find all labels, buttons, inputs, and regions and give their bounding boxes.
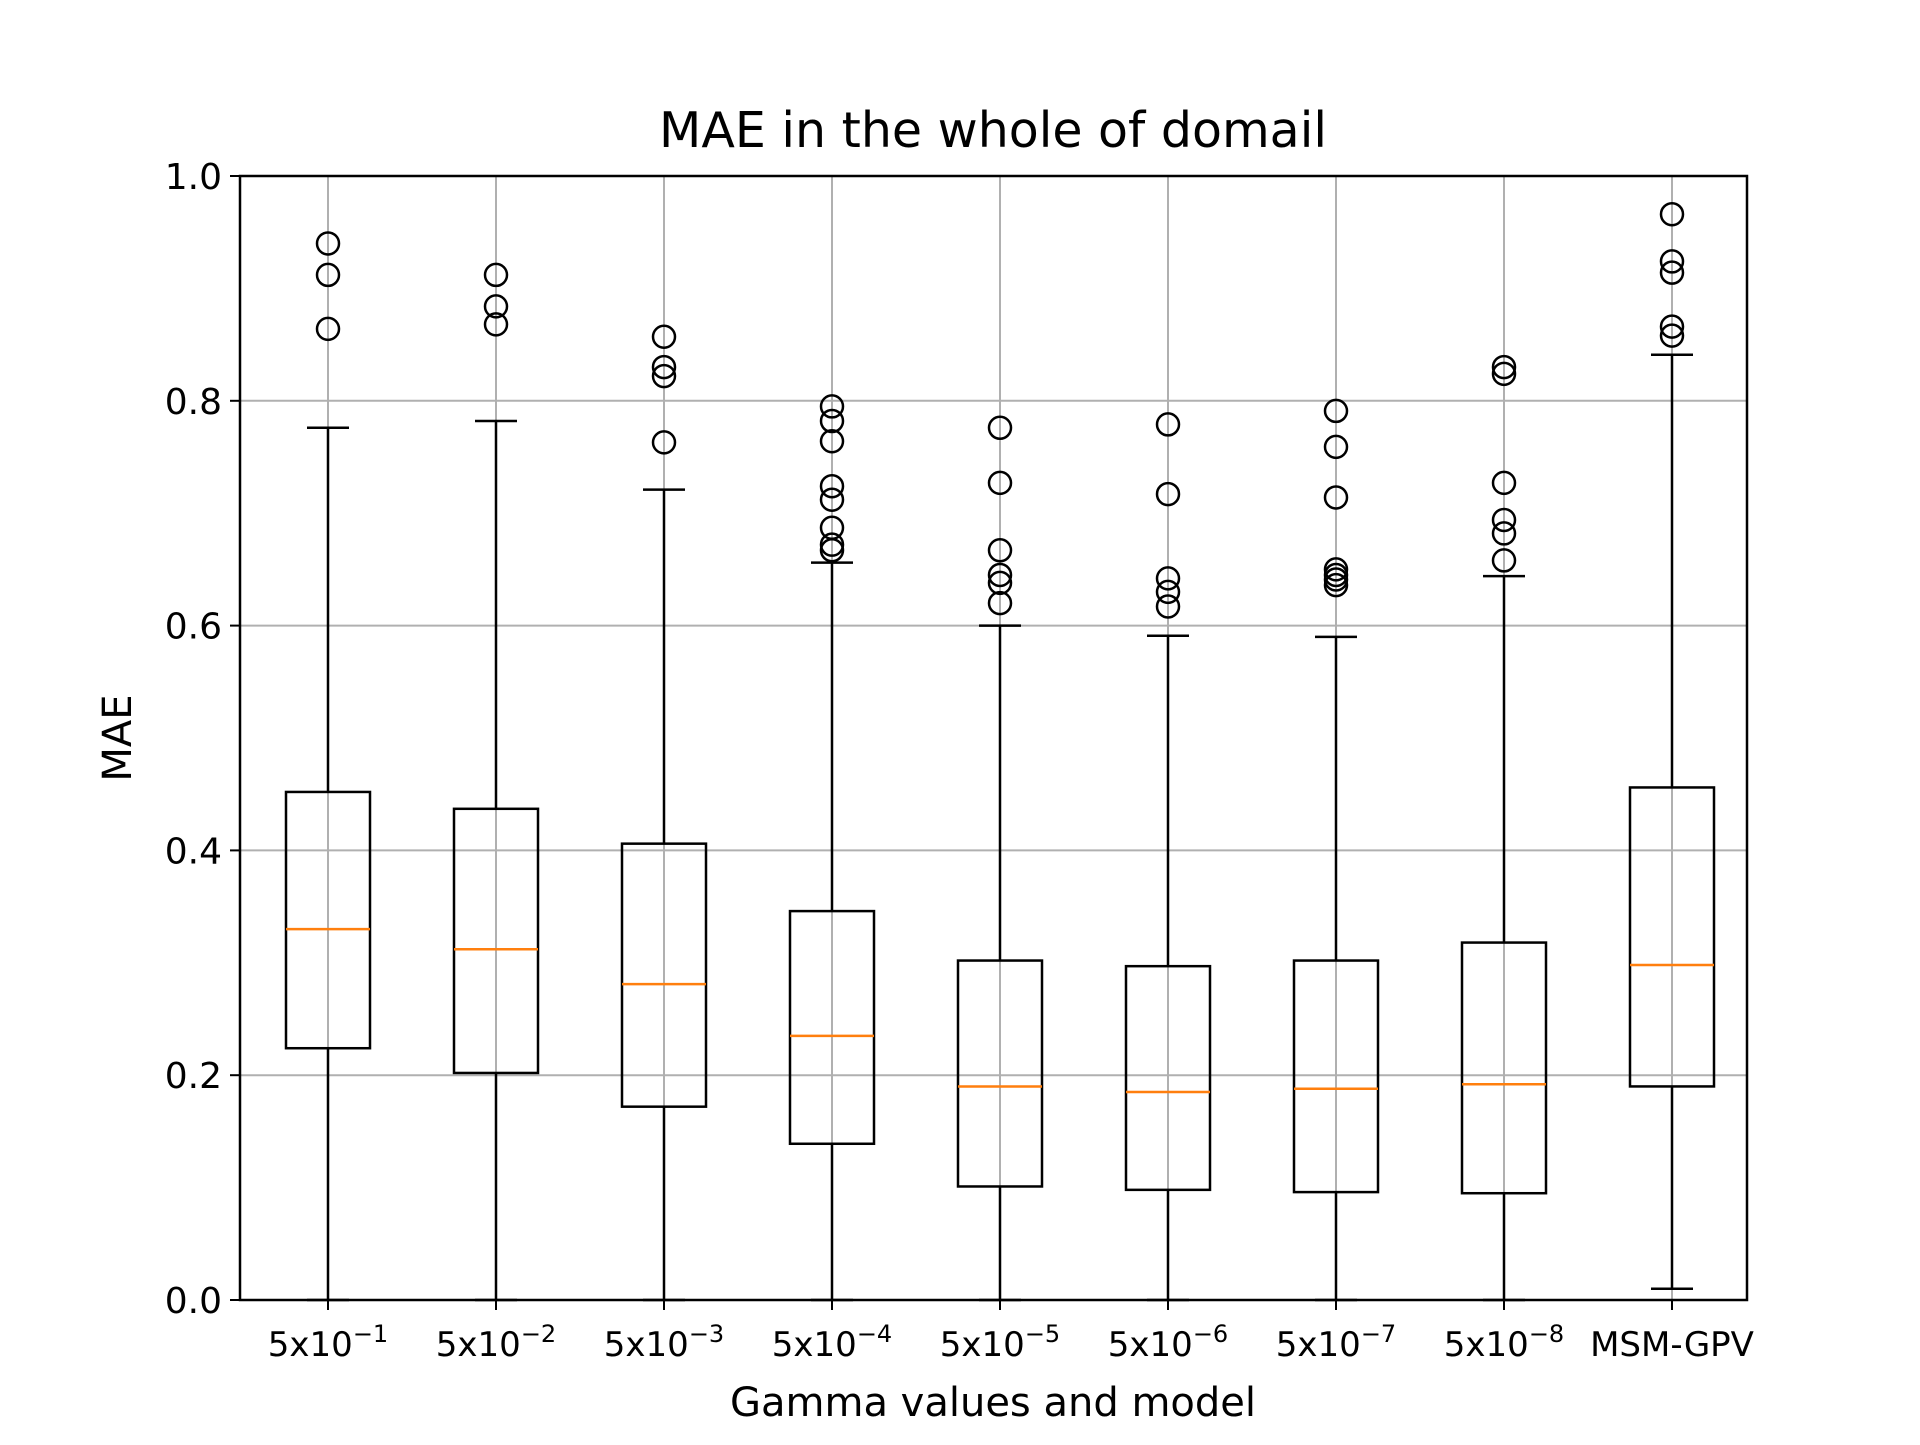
box-series-item [452, 262, 540, 1302]
box-series-item [1124, 412, 1212, 1302]
x-tick-label: 5x10−6 [1108, 1320, 1228, 1365]
outlier-point [1323, 572, 1349, 598]
outlier-point [987, 562, 1013, 588]
y-axis-label: MAE [95, 694, 141, 781]
outlier-point [1659, 201, 1685, 227]
iqr-box [620, 842, 708, 1108]
x-tick-label: MSM-GPV [1590, 1325, 1754, 1365]
outlier-point [315, 262, 341, 288]
iqr-box [1292, 959, 1380, 1194]
axis-ticks: 0.0 0.2 0.4 0.6 0.8 1.0 5x10−1 5x10−2 5x10−3 5x10… [165, 157, 1754, 1365]
box-series-item [956, 415, 1044, 1302]
iqr-box [1628, 786, 1716, 1088]
outlier-point [1659, 323, 1685, 348]
outlier-point [1659, 260, 1685, 285]
outlier-point [819, 487, 845, 512]
outlier-point [483, 294, 509, 319]
outlier-point [819, 532, 845, 557]
outlier-point [1155, 594, 1181, 619]
iqr-box [1460, 941, 1548, 1195]
outlier-point [819, 394, 845, 419]
x-tick-label: 5x10−4 [772, 1320, 892, 1365]
outlier-point [1323, 562, 1349, 588]
x-tick-label: 5x10−1 [268, 1320, 388, 1365]
outlier-point [315, 231, 341, 256]
outlier-point [819, 408, 845, 434]
outlier-point [819, 515, 845, 541]
boxes-group [284, 201, 1716, 1302]
box-series-item [788, 394, 876, 1302]
outlier-point [987, 590, 1013, 616]
iqr-box [284, 790, 372, 1050]
outlier-point [1491, 354, 1517, 380]
outlier-point [987, 415, 1013, 441]
iqr-box [1124, 964, 1212, 1192]
iqr-box [956, 959, 1044, 1188]
y-tick-label: 1.0 [165, 157, 222, 198]
outlier-point [1323, 485, 1349, 510]
x-tick-label: 5x10−7 [1276, 1320, 1396, 1365]
outlier-point [819, 429, 845, 454]
outlier-point [987, 470, 1013, 496]
iqr-box [452, 807, 540, 1075]
outlier-point [651, 324, 677, 349]
iqr-box [788, 909, 876, 1146]
outlier-point [1659, 314, 1685, 339]
outlier-point [1155, 481, 1181, 507]
chart-title: MAE in the whole of domail [659, 102, 1327, 159]
outlier-point [819, 473, 845, 499]
y-tick-label: 0.0 [165, 1281, 222, 1322]
outlier-point [987, 570, 1013, 596]
y-tick-label: 0.2 [165, 1056, 222, 1097]
x-tick-label: 5x10−2 [436, 1320, 556, 1365]
outlier-point [1491, 470, 1517, 496]
outlier-point [483, 312, 509, 337]
y-tick-label: 0.4 [165, 831, 222, 872]
outlier-point [1155, 579, 1181, 605]
outlier-point [1491, 521, 1517, 546]
outlier-point [651, 363, 677, 389]
outlier-point [1323, 557, 1349, 582]
outlier-point [651, 430, 677, 455]
y-tick-label: 0.8 [165, 382, 222, 423]
x-tick-label: 5x10−3 [604, 1320, 724, 1365]
outlier-point [1155, 412, 1181, 437]
outlier-point [651, 354, 677, 380]
y-tick-label: 0.6 [165, 607, 222, 648]
outlier-point [483, 262, 509, 288]
x-tick-label: 5x10−5 [940, 1320, 1060, 1365]
x-axis-label: Gamma values and model [730, 1380, 1256, 1426]
outlier-point [1491, 361, 1517, 387]
outlier-point [1323, 398, 1349, 424]
outlier-point [1659, 249, 1685, 274]
outlier-point [1323, 434, 1349, 460]
outlier-point [315, 316, 341, 342]
outlier-point [987, 538, 1013, 563]
outlier-point [1491, 548, 1517, 573]
box-series-item [1628, 201, 1716, 1291]
plot-area-frame [238, 174, 1749, 1302]
outlier-point [1155, 566, 1181, 591]
x-tick-label: 5x10−8 [1444, 1320, 1564, 1365]
box-series-item [1292, 398, 1380, 1302]
outlier-point [1491, 507, 1517, 533]
